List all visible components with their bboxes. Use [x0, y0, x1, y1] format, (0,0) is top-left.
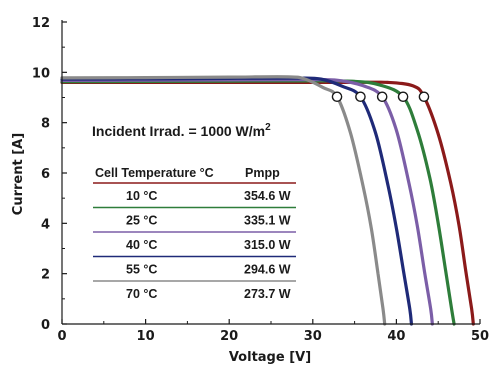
mpp-marker	[397, 91, 409, 103]
y-tick-label: 8	[41, 117, 50, 132]
legend-pmpp: 273.7 W	[244, 287, 291, 301]
legend-temperature: 40 °C	[126, 238, 157, 252]
legend-pmpp: 294.6 W	[244, 263, 291, 277]
x-tick-label: 50	[471, 329, 489, 344]
legend-table: Cell Temperature °C Pmpp 10 °C 354.6 W 25 …	[93, 166, 296, 301]
legend-temperature: 10 °C	[126, 189, 157, 203]
mpp-marker	[376, 91, 388, 103]
y-tick-label: 6	[41, 167, 50, 182]
x-tick-label: 30	[304, 329, 322, 344]
legend-pmpp: 335.1 W	[244, 214, 291, 228]
y-axis-label: Current [A]	[11, 133, 26, 215]
y-tick-label: 12	[32, 16, 50, 31]
legend-rows: 10 °C 354.6 W 25 °C 335.1 W 40 °C 315.0 W 55 °…	[93, 182, 296, 301]
iv-curve-line	[60, 75, 387, 326]
legend-pmpp: 354.6 W	[244, 189, 291, 203]
x-tick-label: 20	[220, 329, 238, 344]
legend-temperature: 70 °C	[126, 287, 157, 301]
irradiance-annotation-text: Incident Irrad. = 1000 W/m	[92, 123, 265, 139]
mpp-marker	[355, 91, 366, 103]
y-tick-label: 0	[41, 318, 50, 333]
iv-curve-line	[60, 76, 414, 326]
x-tick-label: 10	[137, 329, 155, 344]
mpp-marker	[418, 91, 430, 103]
legend-temperature: 25 °C	[126, 214, 157, 228]
x-axis-label: Voltage [V]	[229, 350, 311, 365]
irradiance-annotation-superscript: 2	[265, 122, 271, 133]
irradiance-annotation: Incident Irrad. = 1000 W/m2	[92, 122, 271, 139]
y-tick-label: 2	[41, 268, 50, 283]
y-tick-label: 10	[32, 66, 50, 81]
legend-temperature: 55 °C	[126, 263, 157, 277]
mpp-markers-layer	[331, 91, 430, 103]
ticks-layer: 0 10 20 30 40 50 0 2 4 6 8 10 12	[32, 16, 489, 344]
legend-pmpp: 315.0 W	[244, 238, 291, 252]
y-tick-label: 4	[41, 217, 50, 232]
legend-header-temperature: Cell Temperature °C	[95, 166, 214, 180]
mpp-marker	[331, 91, 343, 103]
legend-header-pmpp: Pmpp	[245, 166, 280, 180]
x-tick-label: 40	[387, 329, 405, 344]
x-tick-label: 0	[57, 329, 66, 344]
